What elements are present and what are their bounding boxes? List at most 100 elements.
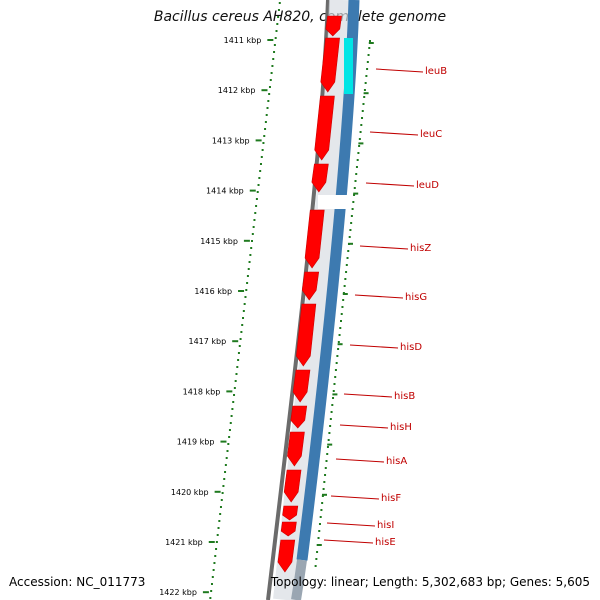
guide-dot <box>357 152 360 154</box>
guide-tick <box>332 393 338 396</box>
guide-dot <box>331 404 334 406</box>
gene-leader-line <box>369 131 419 136</box>
guide-dot <box>345 264 348 266</box>
topology-text: Topology: linear; Length: 5,302,683 bp; … <box>270 575 590 589</box>
guide-tick <box>347 242 353 245</box>
guide-dot <box>369 40 371 42</box>
gene-arrow <box>325 15 342 37</box>
guide-dot <box>352 201 355 203</box>
gene-leader-line <box>354 294 404 299</box>
guide-dot <box>321 495 324 497</box>
ruler-dot <box>276 23 279 25</box>
gene-label-hisF: hisF <box>381 493 401 504</box>
ruler-tick <box>255 139 262 142</box>
ruler-dot <box>261 149 264 151</box>
guide-dot <box>339 327 342 329</box>
guide-dot <box>337 341 340 343</box>
gene-leader-line <box>330 495 380 500</box>
guide-dot <box>315 558 318 560</box>
ruler-tick <box>249 189 256 192</box>
guide-dot <box>337 348 340 350</box>
ruler-dot <box>237 359 240 361</box>
ruler-dot <box>228 436 231 438</box>
guide-tick <box>327 443 333 446</box>
ruler-tick-label: 1414 kbp <box>206 187 244 196</box>
gene-leader-line <box>359 245 409 250</box>
guide-dot <box>319 516 322 518</box>
genome-title: Bacillus cereus AH820, complete genome <box>153 9 447 25</box>
ruler-dot <box>217 527 220 529</box>
ruler-dot <box>220 499 223 501</box>
ruler-dot <box>245 289 248 291</box>
ruler-dot <box>278 2 281 4</box>
ruler-dot <box>265 114 268 116</box>
ruler-dot <box>223 478 226 480</box>
guide-dot <box>336 355 339 357</box>
guide-dot <box>343 285 346 287</box>
ruler-tick <box>208 541 215 543</box>
ruler-dot <box>270 72 273 74</box>
gene-leader-line <box>365 182 415 187</box>
gene-leader-line <box>339 424 389 429</box>
guide-dot <box>317 537 320 539</box>
gene-track <box>266 0 360 600</box>
ruler-dot <box>210 583 213 585</box>
ruler-dot <box>224 471 227 473</box>
ruler-dot <box>274 37 277 39</box>
ruler-dot <box>215 541 218 543</box>
band-gap <box>318 195 348 209</box>
ruler-dot <box>212 569 215 571</box>
ruler-dot <box>277 9 280 11</box>
gene-label-hisD: hisD <box>400 342 422 353</box>
ruler-tick <box>226 390 233 393</box>
gene-arrow <box>283 469 302 503</box>
guide-dot <box>333 383 336 385</box>
ruler-dot <box>225 457 228 459</box>
guide-dot <box>354 180 357 182</box>
guide-tick <box>321 493 327 496</box>
ruler-dot <box>243 303 246 305</box>
guide-tick <box>363 92 369 95</box>
ruler-dot <box>227 443 230 445</box>
ruler-tick-label: 1415 kbp <box>200 237 238 246</box>
ruler-dot <box>255 198 258 200</box>
guide-dot <box>367 54 370 56</box>
ruler-tick-label: 1411 kbp <box>224 36 262 45</box>
guide-dot <box>316 551 319 553</box>
gene-leader-line <box>326 522 376 527</box>
ruler-dot <box>236 366 239 368</box>
cyan-highlight <box>344 38 353 94</box>
ruler-dot <box>239 338 242 340</box>
ruler-tick-label: 1420 kbp <box>171 488 209 497</box>
ruler-dot <box>269 79 272 81</box>
guide-dot <box>334 369 337 371</box>
ruler-tick <box>214 490 221 493</box>
ruler-dot <box>248 261 251 263</box>
ruler-tick-label: 1419 kbp <box>177 438 215 447</box>
ruler-dot <box>237 352 240 354</box>
guide-dot <box>363 89 366 91</box>
gene-arrow <box>320 37 340 93</box>
guide-dot <box>338 334 341 336</box>
ruler-dot <box>275 30 278 32</box>
ruler-dot <box>263 135 266 137</box>
ruler-tick <box>267 39 274 41</box>
guide-dot <box>351 208 354 210</box>
ruler-dot <box>233 387 236 389</box>
gene-label-hisZ: hisZ <box>410 243 431 254</box>
ruler-tick <box>202 591 209 594</box>
guide-dot <box>322 488 325 490</box>
ruler-dot <box>213 562 216 564</box>
guide-dot <box>318 523 321 525</box>
ruler-dot <box>268 93 271 95</box>
ruler-dot <box>277 16 280 18</box>
ruler-tick-label: 1413 kbp <box>212 136 250 145</box>
ruler-dot <box>258 177 261 179</box>
ruler-tick-label: 1416 kbp <box>194 287 232 296</box>
guide-dot <box>335 362 338 364</box>
guide-dot <box>329 418 332 420</box>
guide-dot <box>347 250 350 252</box>
ruler-dot <box>229 422 232 424</box>
guide-dot <box>360 124 363 126</box>
ruler-dot <box>231 408 234 410</box>
